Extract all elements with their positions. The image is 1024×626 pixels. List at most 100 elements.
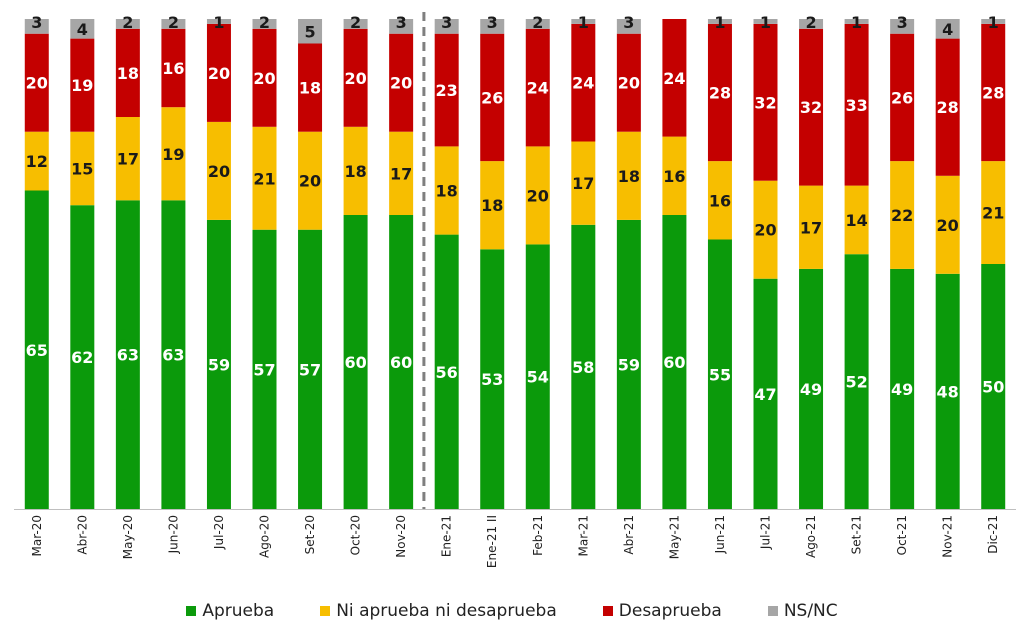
data-label: 26 [481,88,503,107]
bar-segment [981,19,1006,24]
bar-segment [115,200,140,510]
legend-label-aprueba: Aprueba [202,601,275,621]
legend-label-nsnc: NS/NC [783,601,838,621]
bar-segment [115,19,140,29]
data-label: 5 [304,22,315,41]
legend-swatch-desaprueba [602,606,613,616]
data-label: 53 [481,370,503,389]
bar-segment [298,229,323,509]
bar-segment [480,161,505,250]
bar-segment [115,117,140,201]
bar-segment [844,254,869,509]
data-label: 3 [487,13,498,32]
data-label: 60 [344,353,366,372]
bar-segment [298,43,323,132]
data-label: 18 [618,167,640,186]
legend-label-ni-aprueba: Ni aprueba ni desaprueba [336,601,557,621]
data-label: 28 [982,84,1004,103]
bar-segment [616,33,641,132]
data-label: 49 [800,380,822,399]
data-label: 60 [390,353,412,372]
data-label: 2 [259,13,270,32]
legend-item-ni-aprueba: Ni aprueba ni desaprueba [320,601,557,621]
bar-segment [844,23,869,186]
x-tick-label: May-20 [121,515,135,559]
data-label: 52 [845,373,867,392]
bar-segment [480,33,505,162]
data-label: 32 [800,98,822,117]
data-label: 56 [436,363,458,382]
bar-segment [844,185,869,255]
data-label: 3 [31,13,42,32]
bar-segment [115,28,140,117]
data-label: 60 [663,353,685,372]
bar-segment [161,107,186,201]
data-label: 1 [988,13,999,32]
data-label: 21 [253,169,275,188]
data-label: 63 [117,346,139,365]
x-tick-label: Abr-20 [75,515,89,555]
data-label: 57 [253,360,275,379]
x-tick-label: Set-21 [850,515,864,554]
bar-segment [890,161,915,269]
legend-swatch-nsnc [767,606,778,616]
bar-segment [799,19,824,29]
bar-segment [707,19,732,24]
bar-segment [890,268,915,509]
bar-segment [252,19,277,29]
data-label: 19 [71,76,93,95]
data-label: 2 [805,13,816,32]
data-label: 18 [299,79,321,98]
bar-segment [389,131,414,215]
bar-segment [480,19,505,34]
data-label: 19 [162,145,184,164]
x-tick-label: Nov-20 [394,515,408,558]
data-label: 63 [162,346,184,365]
data-label: 28 [709,84,731,103]
bar-segment [799,28,824,186]
data-label: 3 [396,13,407,32]
bar-segment [343,215,368,509]
bar-segment [389,215,414,509]
bar-segment [799,268,824,509]
data-label: 47 [754,385,776,404]
data-label: 20 [390,74,412,93]
data-label: 48 [937,382,959,401]
bar-segment [389,19,414,34]
data-label: 1 [213,13,224,32]
data-label: 20 [937,216,959,235]
x-tick-label: Abr-21 [622,515,636,555]
data-label: 3 [897,13,908,32]
bar-segment [252,126,277,230]
bar-segment [70,38,95,132]
legend-swatch-ni-aprueba [320,606,331,616]
data-label: 2 [168,13,179,32]
data-label: 17 [390,164,412,183]
bar-segment [935,273,960,509]
bar-segment [525,19,550,29]
data-label: 20 [754,221,776,240]
data-label: 12 [26,152,48,171]
x-tick-label: Mar-21 [576,515,590,556]
data-label: 1 [851,13,862,32]
legend: Aprueba Ni aprueba ni desaprueba Desapru… [0,596,1024,626]
bar-segment [343,126,368,215]
data-label: 15 [71,159,93,178]
bar-segment [206,23,231,122]
data-label: 22 [891,206,913,225]
bar-segment [616,131,641,220]
bar-segment [434,33,459,147]
data-label: 1 [760,13,771,32]
data-label: 20 [299,172,321,191]
data-label: 62 [71,348,93,367]
x-tick-label: Mar-20 [30,515,44,556]
bar-segment [70,131,95,206]
data-label: 59 [618,355,640,374]
bar-segment [525,28,550,147]
data-label: 57 [299,360,321,379]
bar-segment [343,28,368,127]
data-label: 20 [253,69,275,88]
data-label: 49 [891,380,913,399]
data-label: 65 [26,341,48,360]
data-label: 16 [162,59,184,78]
